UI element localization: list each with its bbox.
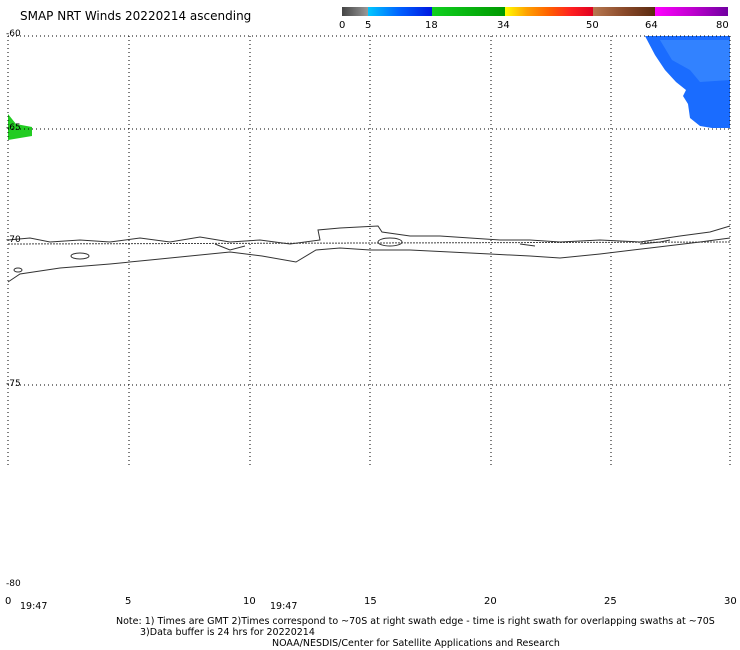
colorbar-segment-gale bbox=[593, 7, 655, 16]
coastline bbox=[7, 225, 731, 283]
lat-label-70: -70 bbox=[6, 235, 21, 245]
lon-label-10: 10 bbox=[243, 596, 256, 607]
lon-label-0: 0 bbox=[5, 596, 12, 607]
lat-label-75: -75 bbox=[6, 379, 21, 389]
swath-time-label: 19:47 bbox=[20, 601, 48, 612]
lon-label-20: 20 bbox=[484, 596, 497, 607]
colorbar-label-64: 64 bbox=[645, 20, 658, 31]
colorbar-label-50: 50 bbox=[586, 20, 599, 31]
footer-note-buffer: 3)Data buffer is 24 hrs for 20220214 bbox=[140, 627, 315, 638]
lon-label-5: 5 bbox=[125, 596, 132, 607]
colorbar-segment-strong bbox=[505, 7, 593, 16]
wind-swath-green bbox=[8, 114, 32, 140]
lat-label-65: -65 bbox=[6, 123, 21, 133]
footer-note: Note: 1) Times are GMT 2)Times correspon… bbox=[116, 616, 715, 627]
colorbar-label-0: 0 bbox=[339, 20, 346, 31]
colorbar-segment-moderate bbox=[432, 7, 505, 16]
lon-label-25: 25 bbox=[604, 596, 617, 607]
lat-label-60: -60 bbox=[6, 29, 21, 39]
lat-label-80: -80 bbox=[6, 579, 21, 589]
map-title: SMAP NRT Winds 20220214 ascending bbox=[20, 9, 252, 23]
colorbar-label-80: 80 bbox=[716, 20, 729, 31]
colorbar-label-18: 18 bbox=[425, 20, 438, 31]
wind-swath-blue-light bbox=[660, 40, 730, 82]
swath-time-label: 19:47 bbox=[270, 601, 298, 612]
colorbar-label-34: 34 bbox=[497, 20, 510, 31]
colorbar-label-5: 5 bbox=[365, 20, 372, 31]
ice-shelf-edge bbox=[7, 241, 731, 245]
colorbar-segment-storm bbox=[655, 7, 728, 16]
colorbar-segment-calm bbox=[342, 7, 368, 16]
colorbar-segment-light bbox=[368, 7, 432, 16]
graticule bbox=[7, 35, 731, 465]
footer-credit: NOAA/NESDIS/Center for Satellite Applica… bbox=[272, 638, 560, 649]
lon-label-15: 15 bbox=[364, 596, 377, 607]
lon-label-30: 30 bbox=[724, 596, 737, 607]
